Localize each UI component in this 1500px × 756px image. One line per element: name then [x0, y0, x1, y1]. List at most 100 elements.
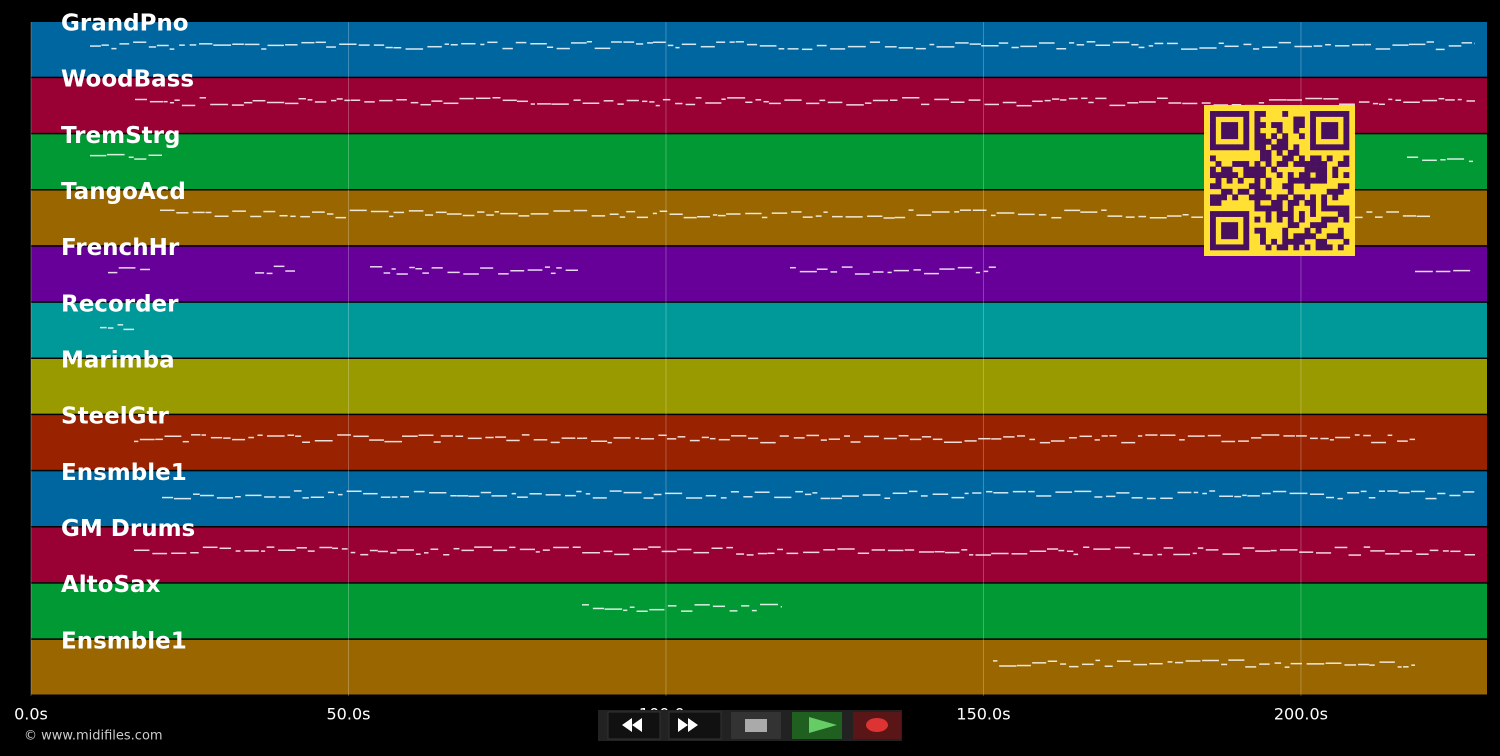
- qr-module: [1243, 133, 1250, 140]
- qr-module: [1265, 161, 1272, 167]
- qr-module: [1332, 216, 1339, 223]
- qr-module: [1260, 122, 1266, 128]
- qr-module: [1337, 144, 1344, 151]
- qr-module: [1304, 244, 1311, 251]
- qr-module: [1226, 233, 1233, 240]
- qr-module: [1326, 127, 1333, 134]
- forward-button[interactable]: [668, 711, 722, 740]
- qr-module: [1310, 199, 1316, 206]
- qr-module: [1276, 144, 1283, 151]
- qr-module: [1237, 244, 1244, 251]
- qr-module: [1221, 244, 1227, 251]
- track-row: [31, 583, 1487, 639]
- qr-module: [1337, 211, 1344, 217]
- qr-module: [1310, 122, 1316, 128]
- qr-module: [1321, 144, 1328, 151]
- qr-module: [1298, 161, 1305, 167]
- qr-module: [1304, 233, 1311, 240]
- qr-module: [1343, 161, 1350, 167]
- qr-module: [1315, 222, 1322, 229]
- qr-module: [1343, 127, 1350, 134]
- qr-module: [1215, 211, 1222, 217]
- qr-module: [1304, 227, 1311, 234]
- qr-module: [1343, 138, 1350, 145]
- qr-module: [1254, 194, 1261, 201]
- tick-label: 50.0s: [327, 705, 371, 724]
- qr-module: [1271, 199, 1278, 206]
- qr-module: [1221, 133, 1227, 140]
- qr-module: [1232, 161, 1239, 167]
- qr-module: [1221, 222, 1227, 229]
- qr-module: [1215, 244, 1222, 251]
- qr-module: [1221, 211, 1227, 217]
- qr-module: [1221, 227, 1227, 234]
- qr-module: [1293, 122, 1300, 128]
- qr-module: [1254, 127, 1261, 134]
- track-labels: GrandPno WoodBass TremStrg TangoAcd FrenchHr…: [61, 11, 195, 655]
- qr-module: [1293, 127, 1300, 134]
- track-label: Ensmble1: [61, 460, 187, 486]
- qr-module: [1237, 111, 1244, 117]
- qr-module: [1310, 144, 1316, 151]
- tick-label: 0.0s: [14, 705, 48, 724]
- notes: [90, 41, 1475, 668]
- qr-module: [1343, 205, 1350, 212]
- qr-module: [1232, 244, 1239, 251]
- qr-module: [1243, 211, 1250, 217]
- qr-module: [1221, 122, 1227, 128]
- qr-module: [1276, 161, 1283, 167]
- track-label: AltoSax: [61, 572, 161, 598]
- qr-module: [1254, 216, 1261, 223]
- tick-label: 150.0s: [956, 705, 1010, 724]
- qr-module: [1210, 155, 1216, 162]
- qr-module: [1321, 122, 1328, 128]
- qr-module: [1343, 155, 1350, 162]
- qr-module: [1337, 111, 1344, 117]
- record-button[interactable]: [853, 712, 901, 739]
- qr-module: [1221, 127, 1227, 134]
- qr-code: [1204, 105, 1355, 256]
- qr-module: [1271, 166, 1278, 173]
- qr-module: [1271, 205, 1278, 212]
- qr-module: [1276, 216, 1283, 223]
- qr-module: [1265, 138, 1272, 145]
- qr-module: [1254, 111, 1261, 117]
- qr-module: [1343, 183, 1350, 190]
- qr-module: [1260, 233, 1266, 240]
- qr-module: [1332, 188, 1339, 195]
- qr-module: [1293, 144, 1300, 151]
- qr-module: [1310, 194, 1316, 201]
- track-label: TremStrg: [61, 123, 180, 149]
- qr-module: [1237, 177, 1244, 184]
- qr-module: [1243, 127, 1250, 134]
- qr-module: [1265, 177, 1272, 184]
- qr-module: [1321, 177, 1328, 184]
- qr-module: [1226, 111, 1233, 117]
- track-row: [31, 527, 1487, 583]
- rewind-button[interactable]: [607, 711, 661, 740]
- qr-module: [1210, 211, 1216, 217]
- qr-module: [1304, 183, 1311, 190]
- qr-module: [1276, 244, 1283, 251]
- track-label: FrenchHr: [61, 235, 180, 261]
- qr-module: [1337, 227, 1344, 234]
- qr-module: [1210, 116, 1216, 123]
- qr-module: [1310, 205, 1316, 212]
- qr-module: [1232, 211, 1239, 217]
- qr-module: [1210, 222, 1216, 229]
- stop-button[interactable]: [731, 712, 781, 739]
- qr-module: [1282, 233, 1289, 240]
- qr-module: [1343, 111, 1350, 117]
- qr-module: [1298, 238, 1305, 245]
- qr-module: [1210, 172, 1216, 179]
- qr-module: [1298, 211, 1305, 217]
- qr-module: [1243, 244, 1250, 251]
- time-grid: [30, 22, 1302, 696]
- qr-module: [1343, 122, 1350, 128]
- qr-module: [1265, 216, 1272, 223]
- qr-module: [1337, 244, 1344, 251]
- play-button[interactable]: [792, 712, 842, 739]
- qr-module: [1276, 211, 1283, 217]
- qr-module: [1226, 122, 1233, 128]
- qr-module: [1221, 188, 1227, 195]
